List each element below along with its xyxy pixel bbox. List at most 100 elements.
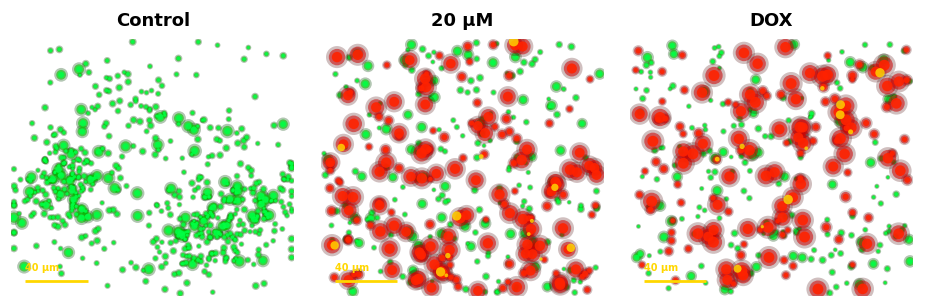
Point (500, 110, 515, 114)
Point (838, 126, 853, 131)
Point (509, 285, 523, 290)
Point (232, 218, 247, 223)
Point (788, 97, 803, 102)
Point (500, 254, 515, 259)
Point (793, 96, 808, 101)
Point (760, 225, 775, 230)
Point (258, 197, 273, 202)
Point (149, 114, 164, 119)
Point (89, 173, 104, 178)
Point (851, 63, 866, 67)
Point (501, 129, 516, 134)
Point (857, 227, 871, 232)
Point (117, 70, 132, 75)
Point (707, 156, 722, 161)
Point (266, 229, 281, 233)
Point (204, 251, 219, 256)
Point (224, 215, 238, 220)
Point (226, 188, 240, 193)
Point (251, 180, 266, 185)
Point (864, 66, 879, 70)
Point (80, 159, 95, 164)
Point (90, 238, 105, 243)
Point (338, 145, 353, 150)
Point (197, 117, 212, 122)
Point (179, 254, 194, 259)
Point (459, 90, 474, 95)
Point (193, 227, 208, 232)
Point (223, 213, 238, 217)
Point (477, 289, 492, 294)
Point (187, 127, 201, 132)
Point (152, 250, 167, 255)
Point (92, 92, 107, 97)
Point (330, 178, 345, 183)
Point (701, 237, 715, 242)
Point (232, 259, 247, 264)
Point (442, 262, 457, 267)
Point (6, 167, 21, 172)
Point (649, 177, 664, 182)
Point (446, 236, 461, 241)
Point (480, 241, 495, 246)
Point (354, 174, 368, 179)
Point (443, 222, 458, 227)
Point (102, 76, 117, 81)
Point (240, 165, 255, 170)
Point (263, 199, 277, 204)
Point (237, 187, 251, 191)
Point (495, 286, 509, 291)
Point (6, 230, 21, 235)
Point (470, 124, 484, 128)
Point (662, 86, 677, 91)
Point (98, 121, 113, 126)
Point (899, 178, 914, 182)
Point (544, 189, 559, 194)
Point (39, 140, 54, 145)
Point (418, 76, 432, 81)
Point (723, 243, 738, 247)
Point (199, 223, 213, 228)
Point (383, 210, 398, 215)
Point (78, 209, 93, 214)
Point (470, 141, 484, 146)
Point (87, 107, 102, 112)
Point (481, 250, 496, 255)
Point (422, 234, 437, 239)
Point (843, 264, 857, 269)
Point (392, 166, 406, 171)
Point (65, 188, 80, 193)
Point (844, 210, 859, 215)
Point (875, 57, 890, 62)
Point (135, 149, 150, 154)
Point (102, 208, 117, 213)
Point (569, 170, 584, 175)
Point (705, 240, 720, 245)
Point (284, 209, 299, 214)
Point (182, 245, 197, 250)
Point (693, 186, 708, 191)
Point (382, 260, 397, 265)
Point (216, 246, 231, 250)
Point (506, 161, 521, 165)
Point (47, 223, 62, 228)
Point (227, 248, 242, 253)
Point (12, 211, 27, 216)
Point (82, 70, 97, 75)
Point (48, 189, 63, 194)
Point (748, 265, 763, 269)
Point (788, 176, 803, 181)
Point (253, 202, 268, 207)
Point (854, 247, 869, 252)
Point (209, 231, 224, 236)
Point (208, 258, 223, 263)
Point (84, 241, 99, 246)
Point (154, 209, 169, 214)
Point (279, 213, 294, 218)
Point (6, 230, 21, 235)
Point (711, 216, 726, 220)
Point (632, 252, 647, 256)
Point (232, 259, 247, 264)
Point (68, 150, 83, 155)
Point (763, 134, 778, 139)
